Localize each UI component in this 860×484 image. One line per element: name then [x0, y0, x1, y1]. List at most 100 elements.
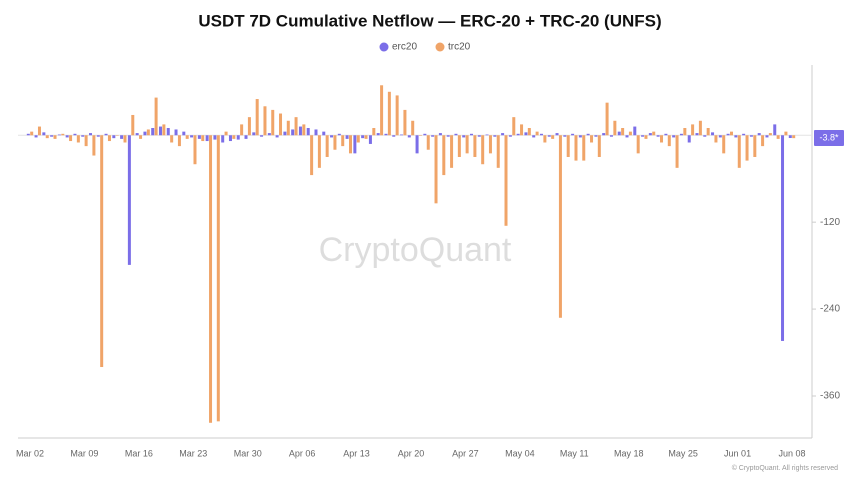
bar — [177, 135, 181, 147]
legend-marker — [435, 42, 445, 52]
y-tick-label: -240 — [820, 304, 840, 315]
bar — [551, 135, 555, 139]
bar — [504, 135, 508, 226]
bar — [387, 91, 391, 136]
bar — [364, 135, 368, 139]
bar — [501, 133, 505, 136]
bar — [605, 102, 609, 136]
x-tick-label: Apr 20 — [398, 448, 425, 458]
bar — [81, 135, 85, 137]
bar — [216, 135, 220, 422]
bar — [154, 97, 158, 136]
bar — [174, 129, 178, 136]
legend-marker — [379, 42, 389, 52]
y-tick-label: -120 — [820, 217, 840, 228]
bar — [481, 135, 485, 165]
bar — [641, 135, 645, 137]
bar — [337, 133, 341, 136]
bar — [240, 124, 244, 136]
x-tick-label: May 18 — [614, 448, 644, 458]
bar — [792, 135, 796, 139]
bar — [520, 124, 524, 136]
bar — [745, 135, 749, 161]
bar — [190, 135, 194, 138]
bar — [617, 131, 621, 136]
value-tag — [814, 130, 844, 147]
bar — [687, 135, 691, 143]
bar — [734, 135, 738, 138]
bar — [621, 128, 625, 136]
bar — [314, 129, 318, 136]
bar — [660, 135, 664, 143]
bar — [37, 126, 41, 136]
bar — [131, 114, 135, 136]
bar — [224, 131, 228, 136]
bar — [236, 135, 240, 140]
bar — [644, 135, 648, 139]
bar — [368, 135, 372, 144]
bar — [462, 135, 466, 138]
bar — [294, 117, 298, 136]
x-tick-label: May 25 — [668, 448, 698, 458]
bar — [395, 95, 399, 136]
bar — [139, 135, 143, 139]
bar — [442, 135, 446, 176]
bar — [656, 135, 660, 137]
bar — [703, 135, 707, 137]
bar — [454, 133, 458, 136]
bar — [376, 133, 380, 136]
bar — [776, 135, 780, 139]
x-tick-label: Apr 06 — [289, 448, 316, 458]
bar — [675, 135, 679, 168]
bar — [664, 133, 668, 136]
bar — [625, 135, 629, 138]
bar — [158, 126, 162, 136]
bar — [527, 128, 531, 136]
x-tick-label: Mar 02 — [16, 448, 44, 458]
bar — [566, 135, 570, 157]
bar — [322, 131, 326, 136]
bar — [317, 135, 321, 168]
bar — [330, 135, 334, 138]
bar — [749, 135, 753, 137]
bar — [197, 135, 201, 139]
bar — [286, 120, 290, 136]
bar — [283, 131, 287, 136]
bar — [185, 135, 189, 139]
bar — [30, 131, 34, 136]
bar — [524, 132, 528, 136]
bar — [431, 135, 435, 137]
bar — [42, 132, 46, 136]
bar — [182, 131, 186, 136]
bar — [602, 133, 606, 136]
x-tick-label: Jun 08 — [778, 448, 805, 458]
bar — [345, 135, 349, 139]
bar — [773, 124, 777, 136]
bar — [415, 135, 419, 154]
bar — [244, 135, 248, 139]
bar — [209, 135, 213, 423]
bar — [695, 133, 699, 136]
bar — [652, 131, 656, 136]
bar — [683, 128, 687, 136]
bar — [473, 135, 477, 157]
legend-label: trc20 — [448, 42, 471, 53]
bar — [306, 128, 310, 136]
bar — [768, 133, 772, 136]
bar — [146, 129, 150, 136]
bar — [392, 135, 396, 137]
bar — [255, 99, 259, 136]
bar — [613, 120, 617, 136]
bar — [115, 135, 119, 136]
bar — [465, 135, 469, 154]
bar — [761, 135, 765, 147]
bar — [100, 135, 104, 368]
bar — [92, 135, 96, 156]
bar — [400, 134, 404, 136]
bar — [361, 135, 365, 139]
bar — [628, 131, 632, 136]
bar — [450, 135, 454, 168]
x-tick-label: Mar 16 — [125, 448, 153, 458]
bar — [205, 135, 209, 142]
